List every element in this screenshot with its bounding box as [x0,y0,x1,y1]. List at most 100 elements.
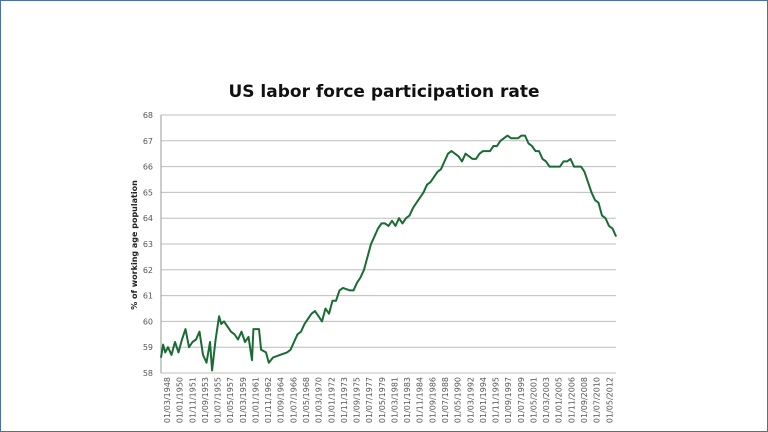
data-point [252,328,254,330]
data-point [405,217,407,219]
data-point [394,225,397,227]
data-point [338,289,341,292]
data-point [492,145,495,147]
data-point [170,354,173,356]
y-tick-label: 62 [143,266,153,275]
x-tick-label: 01/07/1955 [214,377,223,423]
data-point [538,150,540,152]
data-point [349,289,351,292]
data-point [566,160,568,163]
data-point [426,184,428,186]
x-tick-label: 01/09/1997 [504,377,513,423]
data-point [215,338,217,341]
data-point [464,153,467,155]
data-point [412,207,414,209]
data-point [468,155,470,157]
data-point [286,351,288,353]
y-tick-label: 58 [143,369,153,378]
data-point [485,150,488,152]
x-tick-label: 01/05/1990 [454,377,463,423]
data-point [303,323,306,325]
x-tick-label: 01/03/1959 [239,377,248,423]
data-point [205,362,208,364]
data-point [342,287,344,289]
y-tick-label: 66 [143,163,153,172]
data-point [447,153,449,155]
data-point [279,354,281,356]
data-point [240,331,243,333]
data-point [184,328,187,330]
data-point [615,235,617,237]
y-axis-label: % of working age population [130,180,139,310]
data-point [391,220,393,222]
data-point [590,191,593,193]
x-tick-label: 01/01/1983 [403,377,412,423]
data-point [300,331,302,333]
x-tick-label: 01/05/1968 [302,377,311,423]
data-point [384,222,386,224]
data-point [555,166,558,168]
data-point [356,282,358,284]
data-point [461,160,463,163]
data-point [415,202,418,204]
data-point [475,158,477,160]
x-tick-label: 01/09/1964 [277,377,286,423]
data-point [307,318,309,320]
x-tick-label: 01/01/1994 [479,377,488,423]
data-point [573,166,575,168]
data-point [576,166,579,168]
y-tick-label: 60 [143,317,153,326]
data-point [335,300,337,302]
data-point [198,331,201,333]
x-tick-label: 01/09/2008 [580,377,589,423]
data-point [601,215,603,217]
data-point [218,315,220,317]
data-point [265,351,267,353]
data-point [230,331,232,333]
data-point [310,313,313,315]
x-tick-label: 01/03/1948 [163,377,172,423]
data-point [296,333,299,335]
data-point [226,325,229,328]
x-tick-label: 01/05/2012 [605,377,614,423]
data-point [363,269,365,271]
data-point [552,166,554,168]
data-point [202,354,204,356]
data-point [454,153,456,155]
data-point [419,196,421,199]
data-point [328,313,330,315]
x-tick-label: 01/01/1972 [327,377,336,423]
data-point [482,150,484,152]
data-point [534,150,537,152]
data-point [604,217,607,219]
data-point [545,160,547,163]
data-point [422,191,425,193]
data-point [331,300,334,302]
x-tick-label: 01/11/1995 [492,377,501,423]
data-point [594,199,596,201]
data-point [524,135,526,137]
x-tick-label: 01/11/1984 [416,377,425,423]
y-tick-label: 68 [143,111,153,120]
x-tick-label: 01/01/1961 [251,377,260,423]
data-point [587,181,589,183]
data-point [177,351,180,353]
x-tick-label: 01/01/2005 [555,377,564,423]
x-tick-label: 01/11/2006 [567,377,576,423]
data-point [401,222,404,224]
data-point [317,315,320,317]
x-tick-label: 01/05/1957 [226,377,235,423]
data-point [244,341,246,343]
data-point [440,168,442,170]
data-point [608,225,610,227]
data-point [237,338,239,341]
x-tick-label: 01/11/1962 [264,377,273,423]
data-point [223,320,225,322]
data-point [160,356,162,359]
x-tick-label: 01/03/1992 [466,377,475,423]
data-point [167,346,169,348]
data-point [541,158,544,160]
data-point [191,341,194,343]
data-point [366,256,369,258]
